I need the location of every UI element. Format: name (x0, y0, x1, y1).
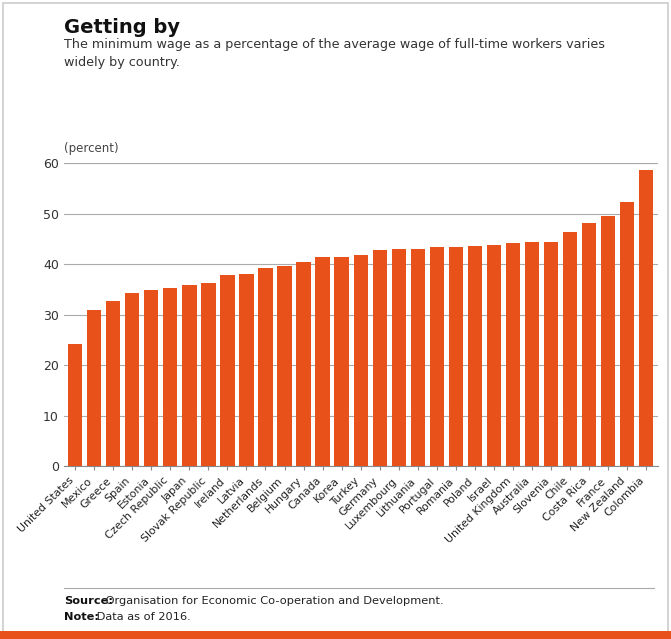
Bar (220, 275, 235, 466)
Text: Organisation for Economic Co-operation and Development.: Organisation for Economic Co-operation a… (102, 596, 444, 606)
Bar (620, 203, 634, 466)
Bar (106, 301, 120, 466)
Bar (486, 245, 501, 466)
Bar (163, 288, 177, 466)
Text: Getting by: Getting by (64, 18, 180, 37)
Text: Note:: Note: (64, 612, 99, 622)
Bar (411, 249, 425, 466)
Bar (372, 250, 387, 466)
Bar (449, 247, 463, 466)
Bar (392, 249, 406, 466)
Bar (639, 170, 654, 466)
Text: Data as of 2016.: Data as of 2016. (93, 612, 191, 622)
Bar (277, 266, 292, 466)
Bar (68, 344, 83, 466)
Bar (429, 247, 444, 466)
Bar (506, 243, 520, 466)
Bar (544, 242, 558, 466)
Bar (144, 291, 158, 466)
Bar (601, 215, 615, 466)
Bar (468, 247, 482, 466)
Bar (525, 242, 539, 466)
Bar (315, 257, 329, 466)
Bar (582, 222, 597, 466)
Bar (201, 283, 215, 466)
Bar (563, 232, 577, 466)
Text: Source:: Source: (64, 596, 113, 606)
Bar (258, 268, 272, 466)
Bar (125, 293, 140, 466)
Bar (334, 257, 349, 466)
Bar (240, 274, 254, 466)
Bar (297, 262, 311, 466)
Bar (354, 254, 368, 466)
Bar (183, 285, 197, 466)
Text: The minimum wage as a percentage of the average wage of full-time workers varies: The minimum wage as a percentage of the … (64, 38, 605, 69)
Text: (percent): (percent) (64, 142, 118, 155)
Bar (87, 310, 101, 466)
